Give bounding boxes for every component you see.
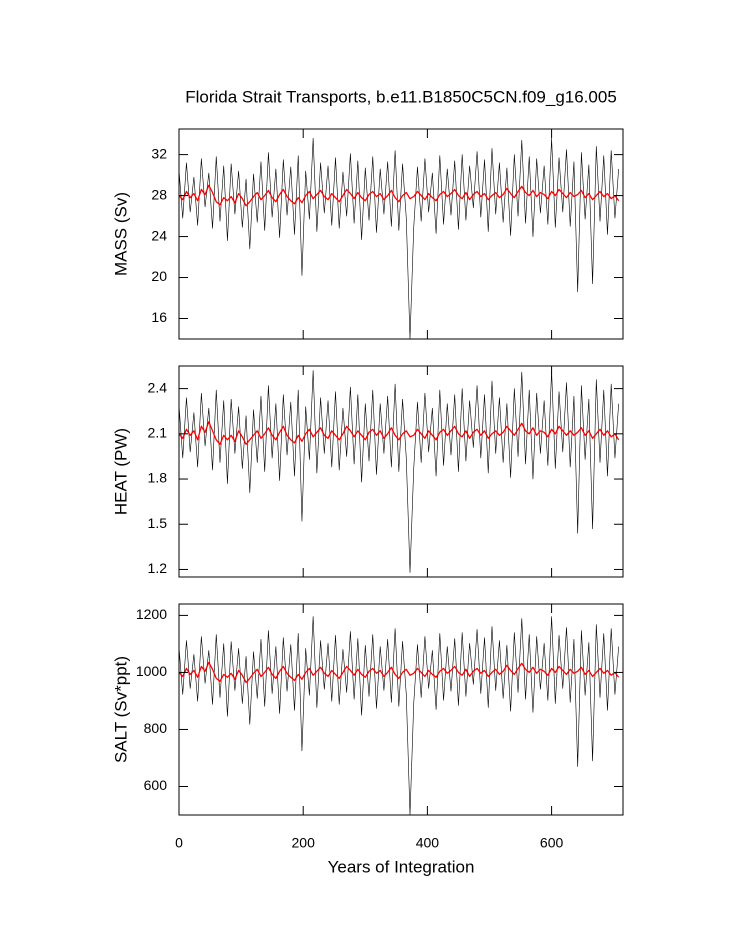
x-tick-label: 600 <box>540 835 564 851</box>
y-axis-label: MASS (Sv) <box>111 192 130 276</box>
x-tick-label: 0 <box>175 835 183 851</box>
x-tick-label: 400 <box>416 835 440 851</box>
smooth-line <box>178 661 620 684</box>
smooth-line <box>178 421 620 446</box>
y-tick-label: 24 <box>151 227 167 243</box>
smooth-line <box>178 184 620 207</box>
x-tick-label: 200 <box>292 835 316 851</box>
y-tick-label: 600 <box>144 777 168 793</box>
panel-frame <box>178 128 624 340</box>
y-axis-label: SALT (Sv*ppt) <box>111 656 130 763</box>
x-axis-label: Years of Integration <box>328 857 475 876</box>
y-tick-label: 16 <box>151 309 167 325</box>
y-tick-label: 2.1 <box>148 425 168 441</box>
panel-frame <box>178 365 624 578</box>
y-tick-label: 2.4 <box>148 379 168 395</box>
raw-line <box>178 137 619 340</box>
y-tick-label: 32 <box>151 145 167 161</box>
raw-line <box>178 616 619 816</box>
y-tick-label: 20 <box>151 268 167 284</box>
y-tick-label: 1.8 <box>148 470 168 486</box>
y-tick-label: 1200 <box>136 606 167 622</box>
chart-title: Florida Strait Transports, b.e11.B1850C5… <box>185 87 617 106</box>
raw-line <box>178 370 619 573</box>
y-axis-label: HEAT (PW) <box>111 428 130 515</box>
y-tick-label: 1.5 <box>148 515 168 531</box>
y-tick-label: 800 <box>144 720 168 736</box>
y-tick-label: 1000 <box>136 663 167 679</box>
panel-frame <box>178 603 624 816</box>
y-tick-label: 28 <box>151 186 167 202</box>
y-tick-label: 1.2 <box>148 560 168 576</box>
